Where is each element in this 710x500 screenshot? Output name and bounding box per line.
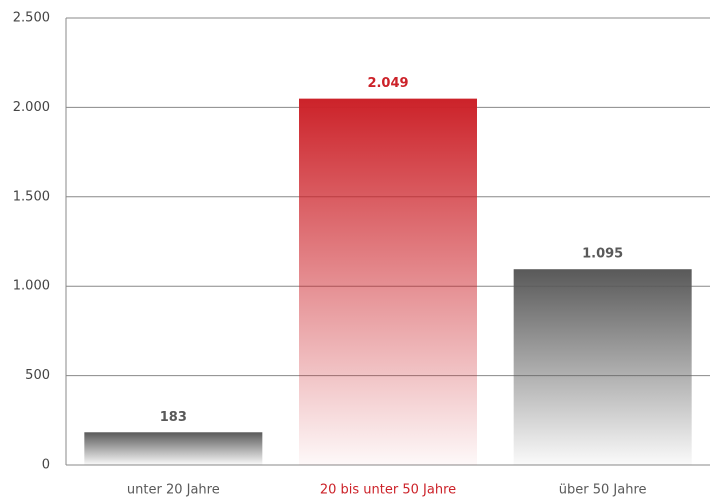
y-tick-label: 2.000 bbox=[13, 100, 50, 115]
y-tick-label: 0 bbox=[42, 458, 50, 473]
x-tick-label: über 50 Jahre bbox=[559, 483, 647, 498]
value-label: 1.095 bbox=[582, 247, 623, 262]
bar bbox=[84, 432, 263, 465]
y-tick-label: 2.500 bbox=[13, 11, 50, 26]
y-tick-label: 500 bbox=[25, 368, 50, 383]
y-tick-label: 1.000 bbox=[13, 279, 50, 294]
value-label: 2.049 bbox=[367, 76, 408, 91]
value-label: 183 bbox=[160, 410, 187, 425]
bar bbox=[513, 269, 692, 465]
y-tick-label: 1.500 bbox=[13, 189, 50, 204]
x-tick-label: unter 20 Jahre bbox=[127, 483, 220, 498]
bar bbox=[299, 98, 477, 466]
x-tick-label: 20 bis unter 50 Jahre bbox=[320, 483, 456, 498]
